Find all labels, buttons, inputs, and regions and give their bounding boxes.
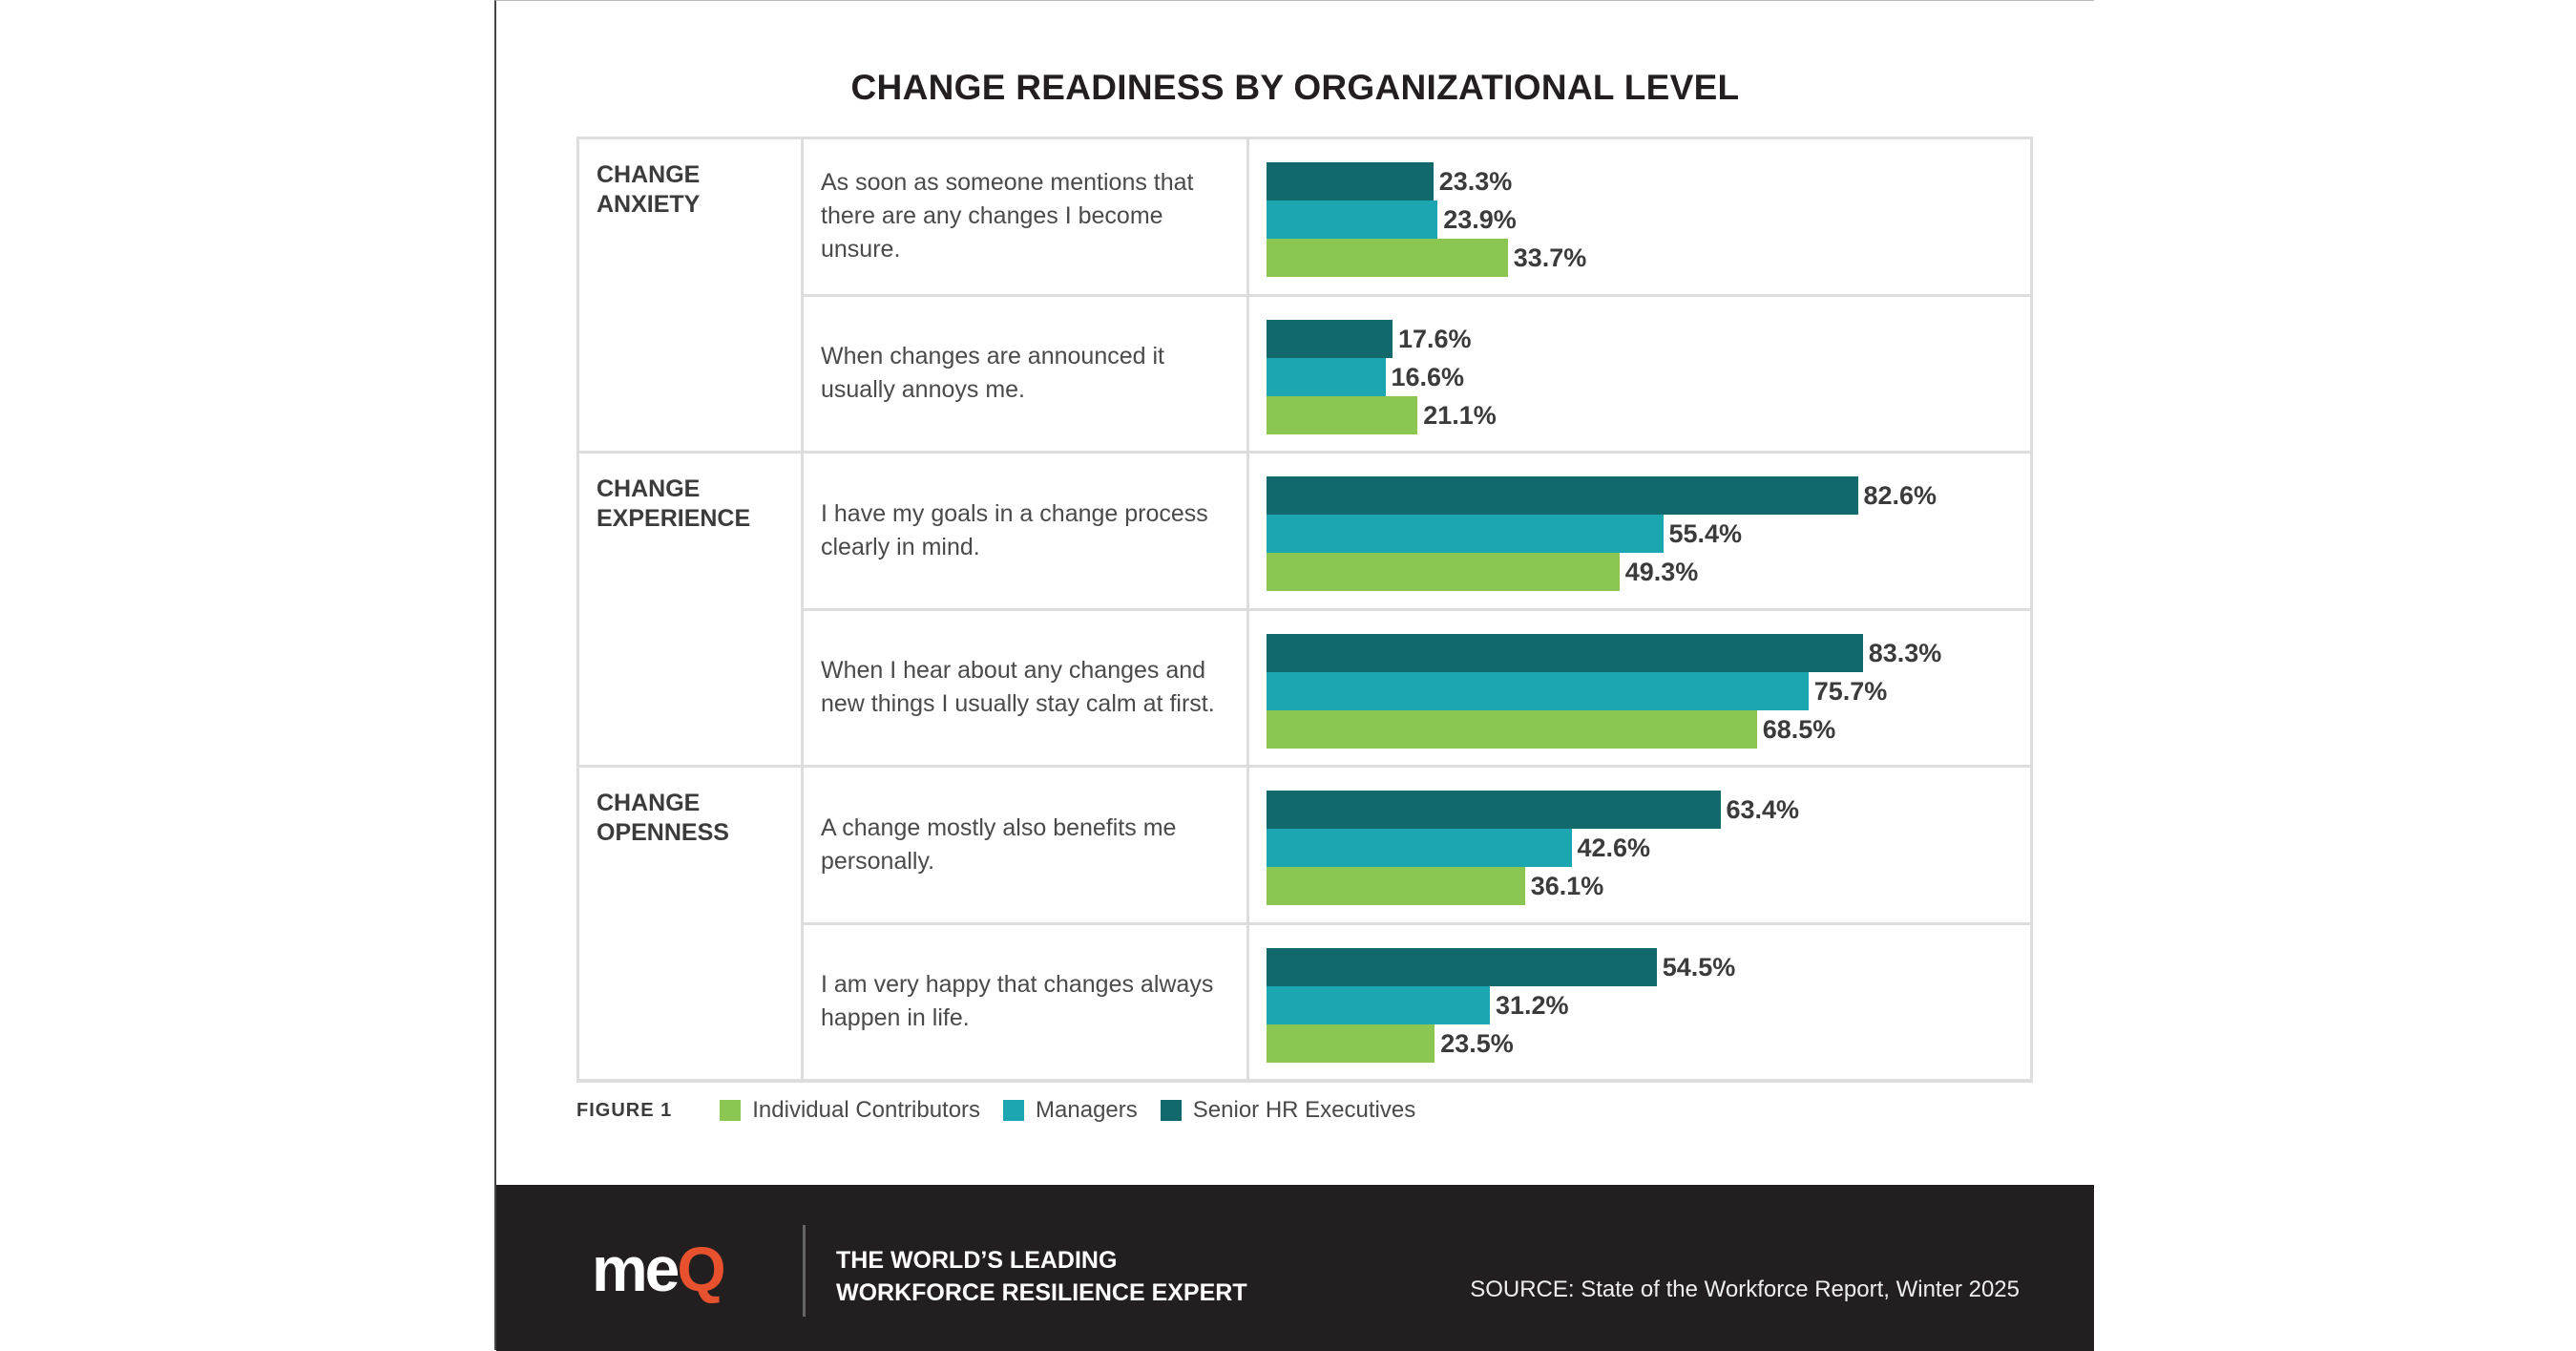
data-label: 31.2% (1496, 990, 1569, 1020)
bar-individual-contributors (1267, 395, 1418, 434)
category-label: CHANGE EXPERIENCE (579, 454, 804, 768)
data-label: 68.5% (1762, 714, 1836, 744)
data-label: 17.6% (1398, 324, 1472, 353)
question-text: A change mostly also benefits me persona… (804, 768, 1249, 925)
data-label: 54.5% (1662, 952, 1736, 982)
bar-senior-hr-executives (1267, 319, 1393, 358)
bar-managers (1267, 357, 1386, 396)
data-label: 21.1% (1423, 400, 1497, 430)
bar-cell: 23.3% 23.9% 33.7% (1249, 139, 2030, 297)
bar-individual-contributors (1267, 553, 1620, 591)
bar-senior-hr-executives (1267, 633, 1863, 672)
figure-label: FIGURE 1 (576, 1099, 673, 1121)
data-label: 23.3% (1438, 167, 1513, 196)
bar-individual-contributors (1267, 1024, 1435, 1063)
legend-item: Managers (1003, 1097, 1138, 1124)
legend-swatch (1160, 1100, 1182, 1121)
tagline: THE WORLD’S LEADING WORKFORCE RESILIENCE… (836, 1244, 1247, 1309)
bar-managers (1267, 985, 1490, 1024)
data-label: 83.3% (1868, 638, 1942, 667)
legend-item: Individual Contributors (720, 1097, 980, 1124)
question-text: When I hear about any changes and new th… (804, 610, 1249, 768)
bar-cell: 17.6% 16.6% 21.1% (1249, 297, 2030, 454)
data-label: 23.9% (1443, 205, 1517, 234)
data-label: 42.6% (1577, 834, 1651, 862)
data-label: 75.7% (1813, 676, 1888, 706)
legend-label: Senior HR Executives (1192, 1097, 1416, 1123)
footer: meQ THE WORLD’S LEADING WORKFORCE RESILI… (496, 1185, 2094, 1351)
bar-senior-hr-executives (1267, 947, 1657, 986)
bar-cell: 82.6% 55.4% 49.3% (1249, 454, 2030, 611)
bar-individual-contributors (1267, 239, 1508, 277)
chart-table: CHANGE ANXIETY As soon as someone mention… (576, 137, 2033, 1083)
data-label: 49.3% (1624, 558, 1699, 586)
question-text: When changes are announced it usually an… (804, 296, 1249, 454)
legend-swatch (1003, 1100, 1025, 1121)
category-label: CHANGE OPENNESS (579, 768, 804, 1082)
question-text: I am very happy that changes always happ… (804, 924, 1249, 1082)
question-text: I have my goals in a change process clea… (804, 454, 1249, 611)
bar-individual-contributors (1267, 709, 1757, 749)
legend-label: Managers (1036, 1097, 1138, 1123)
legend-label: Individual Contributors (752, 1097, 981, 1123)
meq-logo: meQ (592, 1234, 726, 1304)
bar-senior-hr-executives (1267, 791, 1721, 829)
tagline-line-2: WORKFORCE RESILIENCE EXPERT (836, 1279, 1247, 1306)
bar-senior-hr-executives (1267, 162, 1434, 201)
bar-senior-hr-executives (1267, 476, 1858, 515)
data-label: 82.6% (1863, 481, 1937, 510)
data-label: 33.7% (1513, 243, 1587, 272)
category-label: CHANGE ANXIETY (579, 139, 804, 454)
bar-cell: 83.3% 75.7% 68.5% (1249, 611, 2030, 768)
bar-managers (1267, 829, 1572, 867)
legend-swatch (720, 1100, 742, 1121)
data-label: 16.6% (1391, 362, 1465, 391)
bar-cell: 54.5% 31.2% 23.5% (1249, 925, 2030, 1082)
question-text: As soon as someone mentions that there a… (804, 139, 1249, 297)
bar-cell: 63.4% 42.6% 36.1% (1249, 768, 2030, 925)
bar-individual-contributors (1267, 867, 1525, 905)
legend-item: Senior HR Executives (1160, 1097, 1416, 1124)
data-label: 23.5% (1440, 1028, 1514, 1058)
bar-managers (1267, 515, 1664, 553)
data-label: 36.1% (1530, 872, 1604, 900)
tagline-line-1: THE WORLD’S LEADING (836, 1247, 1118, 1274)
bar-managers (1267, 201, 1438, 239)
bar-managers (1267, 671, 1809, 710)
data-label: 55.4% (1668, 519, 1743, 548)
data-label: 63.4% (1726, 795, 1800, 824)
infographic-panel: CHANGE READINESS BY ORGANIZATIONAL LEVEL… (494, 0, 2094, 1351)
legend: FIGURE 1 Individual Contributors Managers… (576, 1097, 1438, 1124)
source-note: SOURCE: State of the Workforce Report, W… (1470, 1277, 2020, 1302)
footer-divider (803, 1225, 806, 1317)
chart-title: CHANGE READINESS BY ORGANIZATIONAL LEVEL (850, 68, 1740, 107)
